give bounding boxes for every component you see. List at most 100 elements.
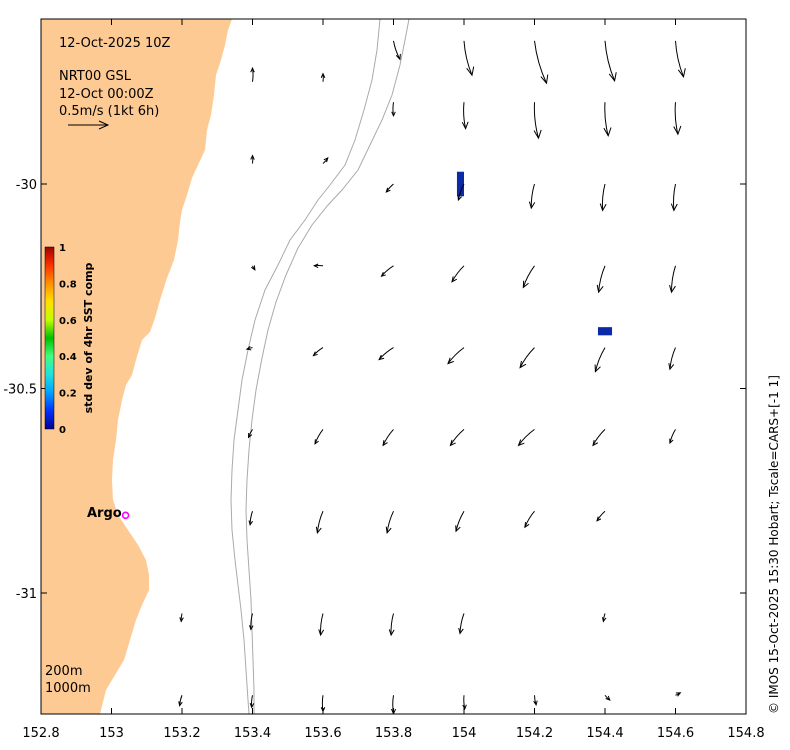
axes: 152.8 153 153.2 153.4 153.6 153.8 154 154.2 154.… bbox=[3, 19, 765, 741]
x-tick-label: 154.4 bbox=[586, 726, 623, 741]
current-vector-arrow bbox=[391, 102, 396, 118]
current-vector-arrow bbox=[449, 429, 465, 447]
x-tick-label: 153.2 bbox=[163, 726, 200, 741]
current-vector-arrow bbox=[385, 183, 394, 193]
current-vector-arrow bbox=[519, 347, 535, 369]
current-vector-arrow bbox=[248, 511, 253, 526]
current-vector-arrow bbox=[247, 429, 253, 439]
current-vector-arrow bbox=[315, 510, 324, 534]
current-vector-arrow bbox=[393, 40, 401, 61]
map-datetime: 12-Oct-2025 10Z bbox=[59, 36, 171, 51]
x-tick-label: 154.6 bbox=[657, 726, 694, 741]
x-tick-label: 153 bbox=[99, 726, 124, 741]
x-tick-label: 154 bbox=[452, 726, 477, 741]
current-vector-arrow bbox=[318, 613, 325, 637]
current-vector-arrow bbox=[382, 429, 394, 447]
x-tick-label: 153.4 bbox=[234, 726, 271, 741]
current-vector-arrow bbox=[517, 428, 535, 447]
contour-200m bbox=[230, 19, 381, 714]
current-vector-arrow bbox=[533, 102, 542, 140]
argo-label: Argo bbox=[87, 506, 122, 521]
credit-text: © IMOS 15-Oct-2025 15:30 Hobart; Tscale=… bbox=[767, 375, 781, 714]
y-tick-label: -30.5 bbox=[3, 383, 37, 398]
colorbar-gradient bbox=[44, 246, 55, 430]
contour-label-1000m: 1000m bbox=[45, 681, 91, 696]
colorbar-tick-label: 0.2 bbox=[59, 389, 77, 400]
current-vector-arrow bbox=[462, 695, 467, 711]
current-vector-arrow bbox=[604, 40, 617, 83]
current-vector-arrow bbox=[179, 613, 184, 623]
current-vector-arrow bbox=[668, 347, 676, 371]
current-vector-arrow bbox=[670, 183, 678, 212]
current-vector-arrow bbox=[447, 347, 465, 365]
current-vector-arrow bbox=[378, 347, 394, 361]
current-vector-arrow bbox=[463, 40, 475, 77]
colorbar-tick-label: 0.8 bbox=[59, 279, 77, 290]
colorbar-tick-label: 1 bbox=[59, 243, 66, 254]
current-vector-arrow bbox=[596, 265, 606, 294]
sst-patch bbox=[597, 327, 613, 336]
current-vector-arrow bbox=[604, 694, 611, 701]
current-vector-arrow bbox=[380, 265, 394, 277]
colorbar-tick-label: 0.6 bbox=[59, 316, 77, 327]
current-vector-arrow bbox=[458, 613, 465, 635]
current-vector-arrow bbox=[249, 613, 254, 631]
current-vector-arrow bbox=[603, 102, 612, 138]
current-vector-arrow bbox=[250, 66, 255, 82]
current-vector-arrow bbox=[534, 40, 549, 85]
colorbar-tick-label: 0 bbox=[59, 425, 66, 436]
current-vector-arrow bbox=[522, 265, 535, 289]
current-vectors bbox=[178, 40, 686, 714]
current-vector-arrow bbox=[673, 102, 682, 136]
contour-label-200m: 200m bbox=[45, 664, 82, 679]
current-vector-arrow bbox=[178, 695, 183, 707]
colorbar-title: std dev of 4hr SST comp bbox=[82, 262, 95, 413]
x-tick-label: 153.6 bbox=[304, 726, 341, 741]
current-vector-arrow bbox=[312, 347, 324, 357]
coastline-land bbox=[41, 19, 232, 714]
current-vector-arrow bbox=[455, 510, 465, 533]
colorbar: 0 0.2 0.4 0.6 0.8 1 std dev of 4hr SST comp bbox=[44, 243, 95, 436]
current-vector-arrow bbox=[251, 265, 256, 271]
y-tick-label: -31 bbox=[16, 587, 37, 602]
current-vector-arrow bbox=[385, 510, 394, 534]
sst-patches bbox=[456, 171, 613, 336]
current-vector-arrow bbox=[322, 157, 329, 164]
sst-patch bbox=[456, 171, 464, 197]
current-vector-arrow bbox=[312, 263, 324, 269]
vector-scale-label: 0.5m/s (1kt 6h) bbox=[59, 104, 159, 119]
x-tick-label: 154.8 bbox=[727, 726, 764, 741]
current-vector-arrow bbox=[599, 183, 607, 212]
current-vector-arrow bbox=[314, 429, 324, 445]
current-vector-arrow bbox=[596, 510, 606, 522]
argo-float-marker[interactable] bbox=[121, 511, 130, 520]
current-vector-arrow bbox=[320, 72, 326, 82]
current-vector-arrow bbox=[675, 692, 682, 697]
current-vector-arrow bbox=[461, 102, 469, 130]
current-vector-arrow bbox=[250, 154, 255, 164]
current-vector-arrow bbox=[669, 265, 676, 294]
colorbar-tick-label: 0.4 bbox=[59, 352, 77, 363]
contour-1000m bbox=[245, 19, 410, 714]
x-tick-label: 153.8 bbox=[375, 726, 412, 741]
current-vector-arrow bbox=[528, 183, 536, 210]
product-name: NRT00 GSL bbox=[59, 69, 132, 84]
scale-arrow-icon bbox=[68, 120, 110, 130]
current-vector-arrow bbox=[675, 40, 686, 79]
current-vector-arrow bbox=[524, 510, 535, 529]
current-vector-arrow bbox=[533, 695, 538, 707]
current-vector-arrow bbox=[594, 347, 606, 373]
current-vector-arrow bbox=[245, 345, 253, 351]
current-vector-arrow bbox=[592, 429, 606, 447]
current-vector-arrow bbox=[601, 613, 607, 623]
y-tick-label: -30 bbox=[16, 178, 37, 193]
current-vector-arrow bbox=[451, 265, 465, 283]
x-tick-label: 154.2 bbox=[516, 726, 553, 741]
current-vector-arrow bbox=[457, 183, 465, 202]
current-vector-arrow bbox=[388, 613, 395, 637]
current-vector-arrow bbox=[249, 695, 255, 709]
current-vector-arrow bbox=[669, 429, 676, 445]
x-tick-label: 152.8 bbox=[22, 726, 59, 741]
product-time: 12-Oct 00:00Z bbox=[59, 87, 154, 102]
